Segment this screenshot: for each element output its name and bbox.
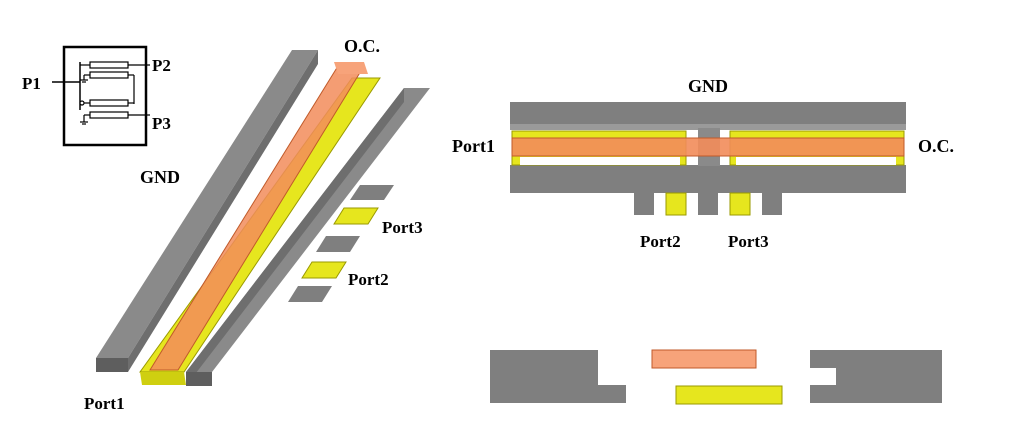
label-top-oc: O.C. xyxy=(918,136,954,156)
schematic-label-p1: P1 xyxy=(22,74,41,93)
cross-section-gnd-right xyxy=(810,350,942,403)
label-3d-port3: Port3 xyxy=(382,218,423,237)
view-3d: O.C. GND Port3 Port2 Port1 xyxy=(84,36,430,413)
orange-strip-oc-end xyxy=(334,62,368,74)
schematic: P1 P2 P3 xyxy=(22,45,171,147)
cross-section-gnd-left xyxy=(490,350,626,403)
cross-section-orange-strip xyxy=(651,349,757,369)
label-top-port1: Port1 xyxy=(452,136,495,156)
coupled-line-2a xyxy=(89,99,129,107)
top-view-orange-strip xyxy=(511,137,905,157)
schematic-label-p3: P3 xyxy=(152,114,171,133)
top-view-port2-pad xyxy=(665,192,687,216)
open-circuit-symbol xyxy=(79,100,85,106)
cross-section xyxy=(490,349,942,405)
label-3d-gnd: GND xyxy=(140,167,180,187)
yellow-strip-foot xyxy=(140,372,186,385)
coupled-line-2b xyxy=(89,111,129,119)
label-top-gnd: GND xyxy=(688,76,728,96)
gnd-stub-2 xyxy=(316,236,360,252)
label-3d-oc: O.C. xyxy=(344,36,380,56)
top-view-port3-pad xyxy=(729,192,751,216)
top-view-gnd-stub-2 xyxy=(698,193,718,215)
label-top-port2: Port2 xyxy=(640,232,681,251)
gnd-left-bar-face xyxy=(128,50,318,372)
schematic-label-p2: P2 xyxy=(152,56,171,75)
top-view: GND Port1 O.C. Port2 Port3 xyxy=(452,76,954,251)
gnd-left-bar-top xyxy=(96,50,318,358)
port2-pad xyxy=(301,261,347,279)
top-view-gnd-bottom xyxy=(510,165,906,193)
label-3d-port1: Port1 xyxy=(84,394,125,413)
top-view-gnd-top xyxy=(510,102,906,126)
gnd-stub-3 xyxy=(288,286,332,302)
top-view-gnd-stub-3 xyxy=(762,193,782,215)
gnd-stub-1 xyxy=(350,185,394,200)
port3-pad xyxy=(333,207,379,225)
coupled-line-1a xyxy=(89,61,129,69)
label-3d-port2: Port2 xyxy=(348,270,389,289)
cross-section-yellow-strip xyxy=(675,385,783,405)
gnd-right-bar-face xyxy=(186,88,404,386)
gnd-left-bar-side xyxy=(96,358,128,372)
coupled-line-1b xyxy=(89,71,129,79)
label-top-port3: Port3 xyxy=(728,232,769,251)
top-view-gnd-stub-1 xyxy=(634,193,654,215)
gnd-right-bar-side xyxy=(186,372,212,386)
